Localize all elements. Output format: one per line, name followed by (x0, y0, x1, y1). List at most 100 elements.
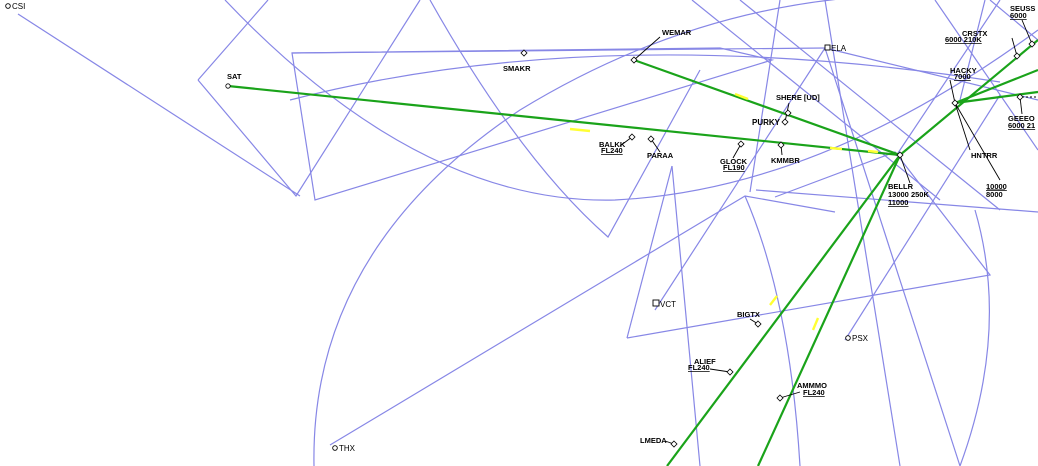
navaid-label-csi: CSI (12, 2, 25, 11)
boundary-line (739, 0, 1001, 211)
boundary-line (824, 47, 1038, 101)
fix-labels: SAT SMAKR WEMAR BALKK FL240 PARAA GLOCK … (227, 4, 1035, 445)
fix-label-bigtx: BIGTX (737, 310, 760, 319)
boundary-line (291, 47, 775, 201)
fix-marker-lmeda[interactable] (670, 440, 678, 448)
fix-marker-ammmo[interactable] (776, 394, 784, 402)
fix-restriction-hntrr-1: 10000 (986, 182, 1007, 191)
boundary-line (17, 13, 301, 197)
fix-marker-bigtx[interactable] (754, 320, 762, 328)
boundary-line (824, 0, 901, 466)
fix-marker-hacky[interactable] (951, 99, 959, 107)
fix-marker-bellr[interactable] (896, 151, 904, 159)
fix-label-shere: SHERE [UD] (776, 93, 820, 102)
navaid-labels: ELA VCT PSX THX CSI (12, 2, 869, 453)
route-sat-bellr (227, 84, 901, 157)
route-highlight (811, 317, 820, 331)
navaid-marker-ela[interactable] (824, 44, 831, 51)
fix-label-alief: ALIEF (694, 357, 716, 366)
leader-line (633, 36, 661, 61)
boundary-line (755, 189, 1038, 213)
fix-marker-purky[interactable] (781, 118, 789, 126)
fix-marker-crstx[interactable] (1013, 52, 1021, 60)
fix-label-smakr: SMAKR (503, 64, 531, 73)
leader-line (954, 102, 1001, 181)
boundary-line (224, 0, 1038, 201)
fix-restriction-alief: FL240 (688, 363, 710, 372)
fix-label-lmeda: LMEDA (640, 436, 667, 445)
boundary-line (989, 0, 1038, 41)
boundary-line (291, 47, 826, 54)
boundary-line (626, 151, 992, 339)
fix-marker-wemar[interactable] (630, 56, 638, 64)
leader-line (1011, 37, 1018, 57)
fix-label-geeeo: GEEEO (1008, 114, 1035, 123)
navaid-marker-csi[interactable] (5, 3, 11, 9)
navaid-label-thx: THX (339, 444, 356, 453)
fix-marker-smakr[interactable] (520, 49, 528, 57)
fix-label-sat: SAT (227, 72, 242, 81)
boundary-line (959, 0, 986, 101)
navaid-label-vct: VCT (660, 300, 676, 309)
fix-restriction-geeeo: 6000 21 (1008, 121, 1035, 130)
fix-marker-alief[interactable] (726, 368, 734, 376)
fix-symbols (225, 40, 1036, 448)
fix-label-paraa: PARAA (647, 151, 674, 160)
leader-line (709, 368, 731, 373)
leader-line (954, 102, 971, 151)
boundary-line (313, 0, 837, 466)
boundary-line (934, 0, 1038, 151)
navaid-symbols (5, 3, 851, 451)
fix-marker-kmmbr[interactable] (777, 141, 785, 149)
route-highlight (569, 127, 591, 133)
fix-restriction-bellr-1: 13000 250K (888, 190, 929, 199)
fix-label-bellr: BELLR (888, 182, 914, 191)
fix-label-kmmbr: KMMBR (771, 156, 800, 165)
fix-marker-balkk[interactable] (628, 133, 636, 141)
boundary-line (654, 47, 826, 311)
fix-marker-shere[interactable] (784, 109, 792, 117)
fix-label-seuss: SEUSS (1010, 4, 1035, 13)
route-highlight (829, 146, 843, 151)
boundary-line (744, 195, 801, 466)
fix-restriction-crstx: 6000 210K (945, 35, 982, 44)
fix-label-crstx: CRSTX (962, 29, 987, 38)
boundary-line (197, 0, 269, 81)
leader-line (899, 154, 911, 184)
route-hacky-ne (954, 68, 1038, 105)
boundary-line (289, 54, 1001, 101)
route-highlight (867, 149, 879, 154)
navaid-label-psx: PSX (852, 334, 869, 343)
fix-label-wemar: WEMAR (662, 28, 692, 37)
navaid-marker-thx[interactable] (332, 445, 338, 451)
leader-lines (619, 19, 1033, 445)
fix-restriction-ammmo: FL240 (803, 388, 825, 397)
navaid-marker-vct[interactable] (652, 299, 660, 307)
route-bellr-lmeda (666, 154, 901, 466)
leader-line (949, 79, 956, 104)
leader-line (779, 391, 801, 399)
boundary-line (671, 165, 701, 466)
fix-marker-paraa[interactable] (647, 135, 655, 143)
fix-restriction-balkk: FL240 (601, 146, 623, 155)
fix-marker-glock[interactable] (737, 140, 745, 148)
fix-restriction-hacky: 7000 (954, 72, 971, 81)
leader-line (732, 143, 742, 159)
fix-marker-geeeo[interactable] (1016, 93, 1024, 101)
boundary-line (824, 47, 961, 466)
fix-restriction-hntrr-2: 8000 (986, 190, 1003, 199)
fix-label-ammmo: AMMMO (797, 381, 827, 390)
fix-label-balkk: BALKK (599, 140, 626, 149)
route-highlight (734, 92, 749, 101)
boundary-line (197, 0, 421, 198)
fix-restriction-seuss: 6000 (1010, 11, 1027, 20)
route-hacky-e (954, 90, 1038, 105)
boundary-line (429, 0, 701, 238)
navaid-marker-psx[interactable] (845, 335, 851, 341)
leader-line (1021, 19, 1033, 45)
arrival-routes (227, 39, 1038, 466)
fix-marker-sat[interactable] (225, 83, 231, 89)
fix-marker-seuss[interactable] (1028, 40, 1036, 48)
route-wemar-bellr (633, 58, 901, 157)
boundary-line (959, 209, 991, 466)
